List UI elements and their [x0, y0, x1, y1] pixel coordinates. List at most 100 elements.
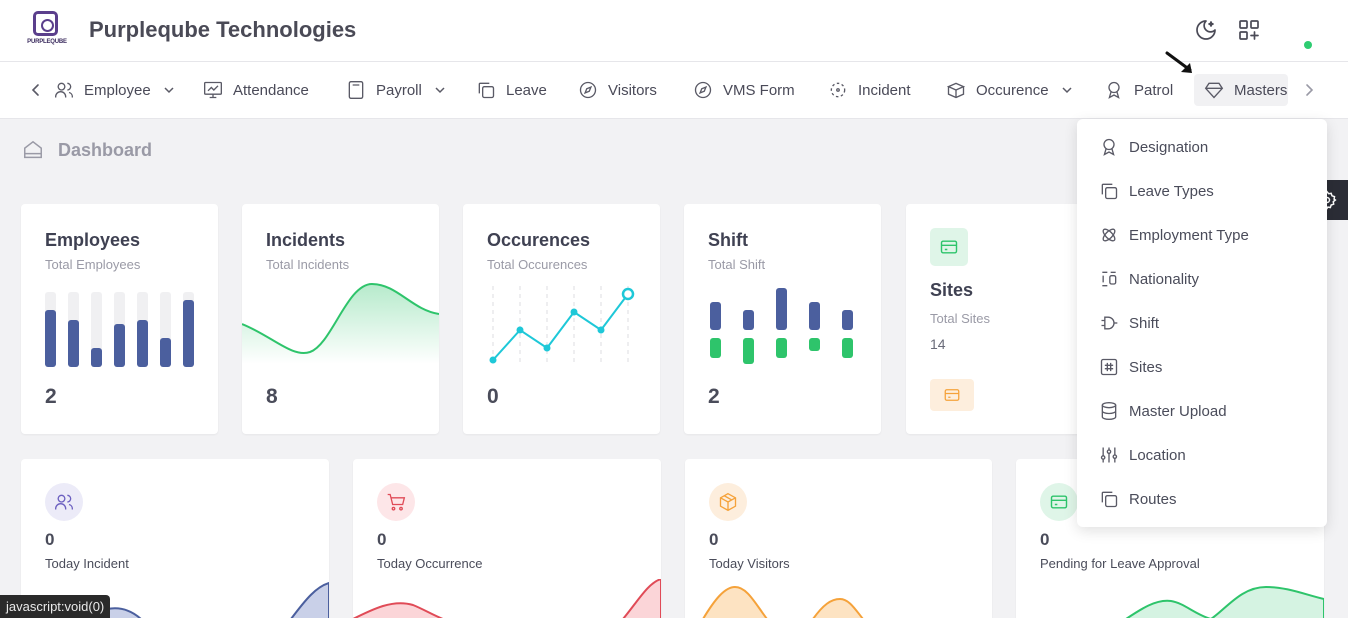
card-icon	[944, 389, 960, 401]
breadcrumb: Dashboard	[22, 139, 152, 161]
nav-item-leave[interactable]: Leave	[476, 74, 547, 106]
diamond-icon	[1204, 82, 1224, 99]
package-icon	[719, 492, 737, 512]
monitor-chart-icon	[204, 81, 222, 99]
card-value: 0	[1040, 530, 1050, 549]
nav-item-employee[interactable]: Employee	[54, 74, 175, 106]
nav-item-visitors[interactable]: Visitors	[578, 74, 657, 106]
sites-badge[interactable]	[930, 379, 974, 411]
box-icon	[946, 82, 966, 99]
home-icon	[24, 140, 42, 159]
card-title: Incidents	[266, 230, 346, 250]
chevron-down-icon	[1062, 87, 1072, 94]
card-subtitle: Total Employees	[45, 257, 141, 272]
nav-item-label: Payroll	[376, 81, 422, 99]
today-visitors-sparkline	[702, 585, 864, 618]
shift-card[interactable]: Shift Total Shift 2	[684, 204, 881, 434]
menu-item-label: Designation	[1129, 138, 1209, 156]
card-value: 0	[487, 385, 499, 408]
menu-item-routes[interactable]: Routes	[1099, 487, 1177, 511]
today-occurrence-card[interactable]: 0 Today Occurrence	[353, 459, 661, 618]
cart-icon-circle	[377, 483, 415, 521]
card-title: Occurences	[487, 230, 591, 250]
nav-item-vms-form[interactable]: VMS Form	[693, 74, 795, 106]
cart-icon	[387, 493, 406, 511]
mouse-cursor-icon	[1165, 51, 1192, 73]
menu-item-shift[interactable]: Shift	[1099, 311, 1159, 335]
company-logo[interactable]: PURPLEQUBE	[27, 9, 67, 49]
credit-card-icon	[1050, 495, 1068, 509]
award-icon	[1108, 81, 1120, 99]
calculator-icon	[348, 81, 364, 99]
card-value: 8	[266, 385, 278, 408]
compass-icon	[579, 81, 597, 99]
nav-scroll-right-icon[interactable]	[1299, 80, 1319, 100]
menu-item-label: Shift	[1129, 314, 1160, 332]
menu-item-employment-type[interactable]: Employment Type	[1099, 223, 1249, 247]
apps-icon[interactable]	[1237, 18, 1261, 42]
nav-item-attendance[interactable]: Attendance	[203, 74, 309, 106]
nav-item-label: Patrol	[1134, 81, 1174, 99]
menu-item-label: Master Upload	[1129, 402, 1227, 420]
menu-item-label: Location	[1129, 446, 1186, 464]
nav-item-incident[interactable]: Incident	[828, 74, 911, 106]
breadcrumb-label: Dashboard	[58, 139, 153, 160]
top-header: PURPLEQUBE Purpleqube Technologies	[0, 0, 1348, 62]
card-title: Shift	[708, 230, 748, 250]
occurences-card[interactable]: Occurences Total Occurences 0	[463, 204, 660, 434]
logo-mark	[33, 11, 58, 36]
card-title: Employees	[45, 230, 141, 250]
menu-item-location[interactable]: Location	[1099, 443, 1186, 467]
menu-item-designation[interactable]: Designation	[1099, 135, 1208, 159]
card-subtitle: Total Incidents	[266, 257, 350, 272]
users-icon	[55, 82, 73, 98]
employees-bar-chart	[45, 292, 194, 367]
menu-item-nationality[interactable]: Nationality	[1099, 267, 1199, 291]
nav-item-occurence[interactable]: Occurence	[946, 74, 1073, 106]
nav-item-label: VMS Form	[723, 81, 795, 99]
nav-item-label: Employee	[84, 81, 151, 99]
compass-icon	[694, 81, 712, 99]
package-icon-circle	[709, 483, 747, 521]
focus-icon	[830, 82, 846, 98]
menu-item-master-upload[interactable]: Master Upload	[1099, 399, 1227, 423]
chevron-down-icon	[435, 87, 445, 94]
menu-item-label: Routes	[1129, 490, 1177, 508]
card-icon	[940, 240, 958, 254]
nav-scroll-left-icon[interactable]	[26, 80, 46, 100]
nav-item-label: Occurence	[976, 81, 1049, 99]
nav-item-label: Incident	[858, 81, 911, 99]
users-icon-circle	[45, 483, 83, 521]
menu-item-label: Sites	[1129, 358, 1163, 376]
copy-icon	[1101, 491, 1118, 508]
card-icon-circle	[1040, 483, 1078, 521]
copy-icon	[478, 82, 495, 99]
card-label: Today Visitors	[709, 556, 790, 571]
employees-card[interactable]: Employees Total Employees 2	[21, 204, 218, 434]
card-label: Today Occurrence	[377, 556, 483, 571]
card-value: 2	[708, 385, 720, 408]
browser-status-bar: javascript:void(0)	[0, 595, 111, 618]
sites-card[interactable]: Sites Total Sites 14	[906, 204, 1103, 434]
card-value: 0	[709, 530, 719, 549]
nav-item-masters[interactable]: Masters	[1194, 74, 1288, 106]
incidents-card[interactable]: Incidents Total Incidents 8	[242, 204, 439, 434]
nav-item-patrol[interactable]: Patrol	[1104, 74, 1173, 106]
columns-icon	[1102, 271, 1117, 287]
hash-icon	[1100, 358, 1118, 376]
chevron-down-icon	[164, 87, 174, 94]
today-visitors-card[interactable]: 0 Today Visitors	[685, 459, 992, 618]
award-icon	[1103, 138, 1115, 156]
moon-icon[interactable]	[1194, 18, 1218, 42]
card-value: 0	[377, 530, 387, 549]
copy-icon	[1101, 183, 1118, 200]
menu-item-leave-types[interactable]: Leave Types	[1099, 179, 1214, 203]
menu-item-label: Leave Types	[1129, 182, 1214, 200]
nav-item-label: Attendance	[233, 81, 309, 99]
menu-item-sites[interactable]: Sites	[1099, 355, 1162, 379]
database-icon	[1101, 402, 1117, 421]
card-label: Pending for Leave Approval	[1040, 556, 1200, 571]
nav-item-payroll[interactable]: Payroll	[346, 74, 446, 106]
online-status-dot	[1304, 41, 1312, 49]
sites-icon-box	[930, 228, 968, 266]
